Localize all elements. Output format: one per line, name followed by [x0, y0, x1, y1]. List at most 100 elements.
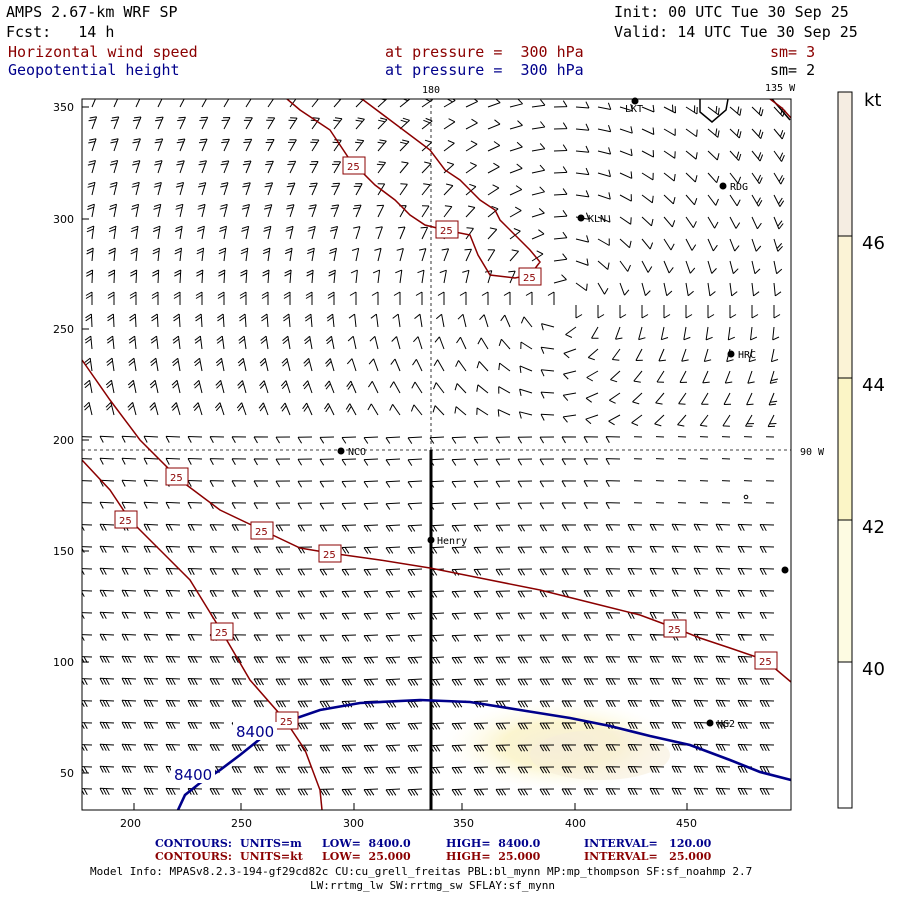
wind-barb	[751, 128, 764, 139]
wind-barb	[187, 678, 203, 686]
wind-barb	[319, 634, 335, 642]
stations: LKT RDG KLN HRC NCO Henry HG2	[337, 97, 789, 730]
wind-barb	[495, 436, 511, 444]
wind-barb	[671, 699, 687, 708]
wind-barb	[209, 480, 225, 487]
wind-barb	[561, 766, 577, 774]
wind-barb	[275, 568, 291, 576]
wind-barb	[253, 788, 269, 796]
wind-barb	[243, 117, 253, 130]
wind-barb	[715, 589, 731, 597]
wind-barb	[128, 357, 137, 372]
wind-barb	[729, 216, 741, 229]
wind-barb	[565, 326, 577, 338]
svg-text:25: 25	[170, 473, 183, 484]
wind-barb	[306, 269, 314, 284]
wind-barb	[265, 139, 275, 152]
wind-barb	[605, 788, 621, 796]
wind-barb	[737, 589, 753, 597]
valid-time: Valid: 14 UTC Tue 30 Sep 25	[614, 23, 858, 41]
wind-barb	[121, 699, 137, 708]
wind-barb	[165, 457, 181, 465]
wind-barb	[619, 126, 633, 134]
wind-barb	[562, 414, 577, 423]
wind-barb	[671, 545, 687, 553]
wind-barb	[509, 163, 523, 174]
axis-ticks	[82, 106, 688, 810]
wind-barb	[495, 458, 511, 466]
meridian-135w-label: 135 W	[765, 83, 796, 94]
wind-barb	[707, 260, 717, 274]
wind-barb	[553, 188, 568, 196]
wind-barb	[451, 480, 467, 488]
wind-barb	[83, 401, 93, 416]
wind-barb	[143, 743, 159, 752]
wind-barb	[341, 656, 357, 664]
wind-barb	[683, 326, 691, 341]
wind-barb	[329, 247, 337, 262]
wind-barb	[495, 502, 511, 510]
wind-barb	[165, 699, 181, 708]
wind-barb	[619, 216, 632, 225]
wind-barb	[84, 335, 93, 350]
wind-barb	[275, 634, 291, 642]
wind-barb	[693, 589, 709, 597]
wind-barb	[605, 546, 621, 554]
contour1-high: HIGH= 8400.0	[446, 837, 541, 850]
wind-barb	[333, 117, 343, 130]
wind-barb	[517, 634, 533, 642]
wind-barb	[605, 700, 621, 708]
wind-barb	[715, 677, 731, 686]
contour2-high: HIGH= 25.000	[446, 850, 541, 863]
wind-barb	[751, 305, 759, 319]
wind-barb	[265, 160, 274, 174]
wind-barb	[99, 655, 115, 664]
wind-barb	[385, 634, 401, 642]
wind-barb	[411, 381, 423, 394]
wind-barb	[518, 411, 533, 419]
wind-barb	[663, 194, 676, 205]
wind-barb	[176, 138, 186, 152]
wind-barb	[437, 291, 445, 305]
wind-barb	[487, 141, 501, 152]
wind-barb	[751, 150, 764, 162]
wind-barb	[130, 225, 139, 240]
wind-barb	[165, 545, 181, 553]
wind-barb	[143, 787, 159, 796]
wind-barb	[82, 546, 93, 553]
wind-barb	[221, 138, 230, 152]
wind-barb	[209, 590, 225, 598]
wind-barb	[407, 744, 423, 752]
wind-barb	[121, 743, 137, 752]
wind-barb	[759, 546, 775, 554]
wind-barb	[263, 225, 272, 240]
wind-barb	[275, 678, 291, 686]
wind-barb	[451, 590, 467, 598]
wind-barb	[597, 124, 612, 133]
wind-barb	[253, 744, 269, 752]
wind-barb	[399, 183, 408, 196]
station-rdg: RDG	[730, 182, 748, 193]
wind-barb	[509, 99, 523, 108]
wind-barb	[605, 568, 621, 576]
wind-barb	[385, 546, 401, 554]
wind-barb	[759, 524, 775, 532]
wind-barb	[737, 545, 753, 553]
wind-barb	[327, 291, 335, 305]
wind-barb	[121, 479, 137, 487]
wind-barb	[319, 722, 335, 730]
wind-barb	[197, 182, 207, 196]
wind-barb	[231, 612, 247, 620]
wind-barb	[586, 370, 599, 382]
wind-barb	[302, 402, 313, 416]
wind-barb	[407, 700, 423, 708]
wind-barb	[149, 379, 159, 394]
wind-barb	[187, 700, 203, 708]
wind-barb	[130, 247, 138, 262]
wind-barb	[433, 382, 445, 394]
wind-barb	[363, 546, 379, 554]
wind-barb	[319, 436, 335, 444]
wind-barb	[363, 766, 379, 774]
wind-barb	[575, 282, 588, 292]
wind-barb	[663, 260, 674, 274]
